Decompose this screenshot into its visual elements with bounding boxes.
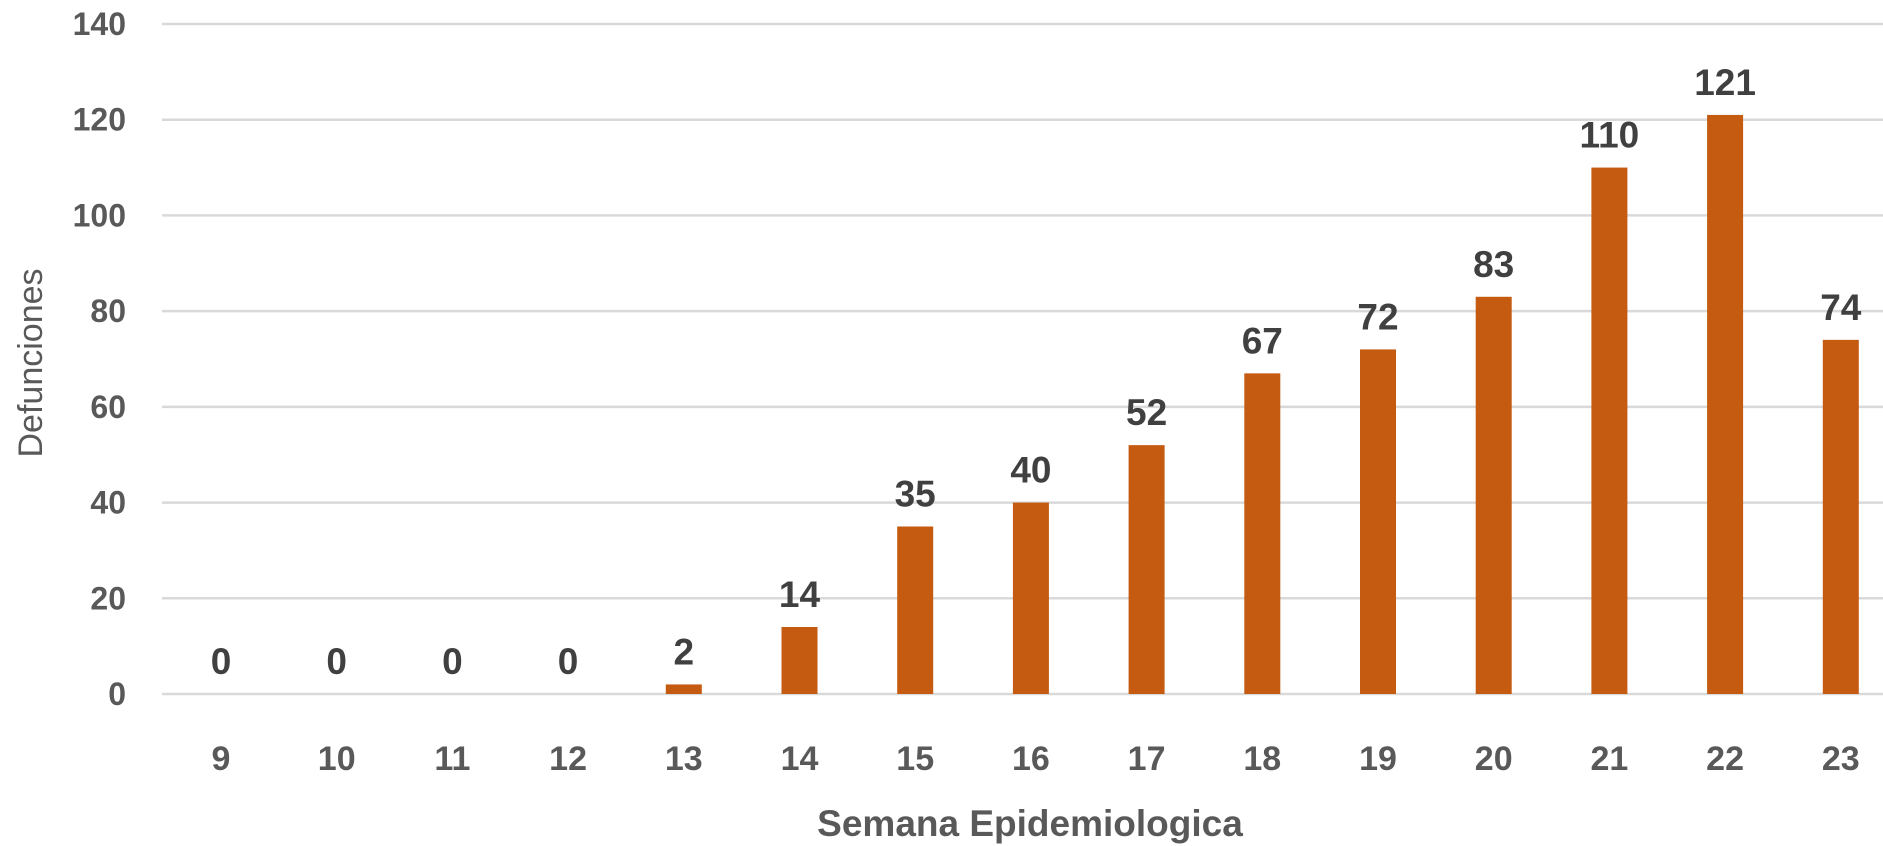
x-tick-label: 17 [1128, 740, 1166, 778]
data-label: 74 [1820, 287, 1862, 328]
bar [1707, 114, 1744, 694]
data-label: 0 [442, 641, 463, 682]
y-tick-label: 140 [73, 6, 126, 42]
data-label: 110 [1580, 115, 1640, 156]
data-labels: 0 0 0 0 2 14 35 40 52 67 72 83 110 121 74 [211, 62, 1862, 682]
data-label: 67 [1242, 320, 1283, 361]
y-axis-title: Defunciones [12, 268, 50, 457]
x-tick-label: 21 [1590, 740, 1628, 778]
bar [1244, 373, 1281, 694]
bar [1360, 349, 1396, 694]
data-label: 72 [1357, 296, 1398, 337]
y-tick-label: 40 [90, 485, 126, 521]
bar [897, 526, 934, 694]
bar [781, 627, 818, 694]
data-label: 0 [211, 641, 232, 682]
x-axis-title: Semana Epidemiologica [817, 803, 1243, 844]
data-label: 14 [779, 574, 821, 615]
x-axis-ticks: 9 10 11 12 13 14 15 16 17 18 19 20 21 22 23 [212, 740, 1860, 778]
x-tick-label: 9 [212, 740, 231, 778]
x-tick-label: 18 [1243, 740, 1281, 778]
x-tick-label: 19 [1359, 740, 1397, 778]
bar [1475, 296, 1512, 694]
bar [1822, 339, 1859, 694]
x-tick-label: 23 [1822, 740, 1860, 778]
y-tick-label: 60 [90, 389, 126, 425]
data-label: 0 [558, 641, 579, 682]
data-label: 40 [1010, 450, 1051, 491]
y-axis-ticks: 0 20 40 60 80 100 120 140 [73, 6, 126, 712]
x-tick-label: 14 [781, 740, 819, 778]
x-tick-label: 15 [896, 740, 934, 778]
x-tick-label: 16 [1012, 740, 1050, 778]
data-label: 83 [1473, 244, 1514, 285]
x-tick-label: 12 [549, 740, 587, 778]
data-label: 0 [326, 641, 347, 682]
bar [1591, 167, 1628, 695]
x-tick-label: 11 [434, 740, 470, 778]
x-tick-label: 20 [1475, 740, 1513, 778]
bar [665, 684, 702, 694]
x-tick-label: 13 [665, 740, 703, 778]
bar [1012, 502, 1049, 694]
data-label: 52 [1126, 392, 1167, 433]
data-label: 2 [674, 631, 695, 672]
data-label: 35 [895, 474, 936, 515]
y-tick-label: 0 [108, 676, 126, 712]
x-tick-label: 10 [318, 740, 356, 778]
y-tick-label: 80 [90, 293, 126, 329]
x-tick-label: 22 [1706, 740, 1744, 778]
data-label: 121 [1694, 62, 1756, 103]
bars [665, 114, 1859, 695]
y-tick-label: 100 [73, 197, 126, 233]
y-tick-label: 20 [90, 580, 126, 616]
bar [1128, 445, 1165, 694]
y-tick-label: 120 [73, 102, 126, 138]
